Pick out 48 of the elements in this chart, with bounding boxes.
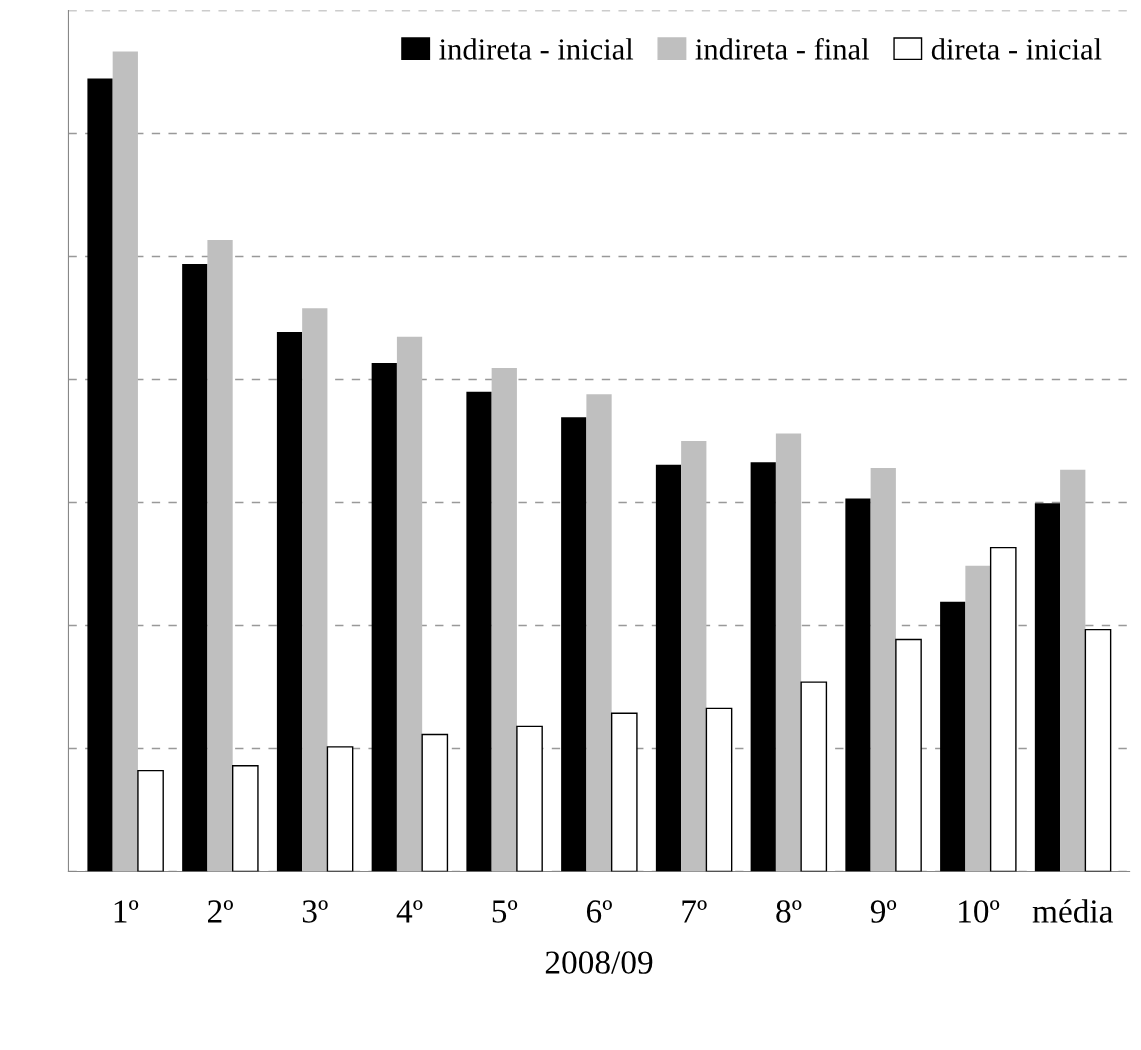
bar [87,78,113,872]
bar [1060,469,1086,872]
bar [421,733,449,872]
bar [276,331,303,872]
x-tick-label: 10º [959,900,1000,923]
bar [586,394,612,872]
x-tick-label: 8º [776,900,802,923]
bar [516,725,543,872]
bar [182,263,208,872]
x-tick-label: 1º [114,900,139,923]
bar [1084,628,1112,872]
legend-label: indireta - final [695,37,869,60]
legend-label: direta - inicial [931,38,1102,60]
x-tick-label: 5º [492,900,518,923]
bar [895,638,922,872]
bar [775,433,802,872]
bar [302,308,328,872]
legend-label: indireta - inicial [439,38,634,60]
bar [491,368,517,872]
bar [112,51,138,872]
bar [231,765,259,872]
bar [965,565,991,872]
bar [989,546,1017,872]
x-tick-label: 2º [208,900,233,923]
bar [800,681,828,872]
bar [705,707,733,872]
bar [326,746,354,872]
bar [466,391,492,872]
bar [207,240,233,872]
bar [681,441,707,872]
bar [371,363,397,872]
bar [1034,503,1061,872]
x-tick-label: 3º [302,900,328,923]
bar [610,712,638,872]
bar [396,336,423,872]
bar [137,769,164,872]
bar [561,417,587,872]
x-tick-label: 9º [870,900,897,923]
x-tick-label: 6º [586,900,612,923]
bar [870,468,896,872]
bar [750,462,776,872]
x-tick-label: 7º [682,900,707,923]
bar [940,601,966,872]
x-axis-title: 2008/09 [545,951,653,974]
x-tick-label: média [1032,899,1114,923]
x-tick-label: 4º [396,900,423,923]
bar [655,464,682,872]
bar [845,498,871,872]
